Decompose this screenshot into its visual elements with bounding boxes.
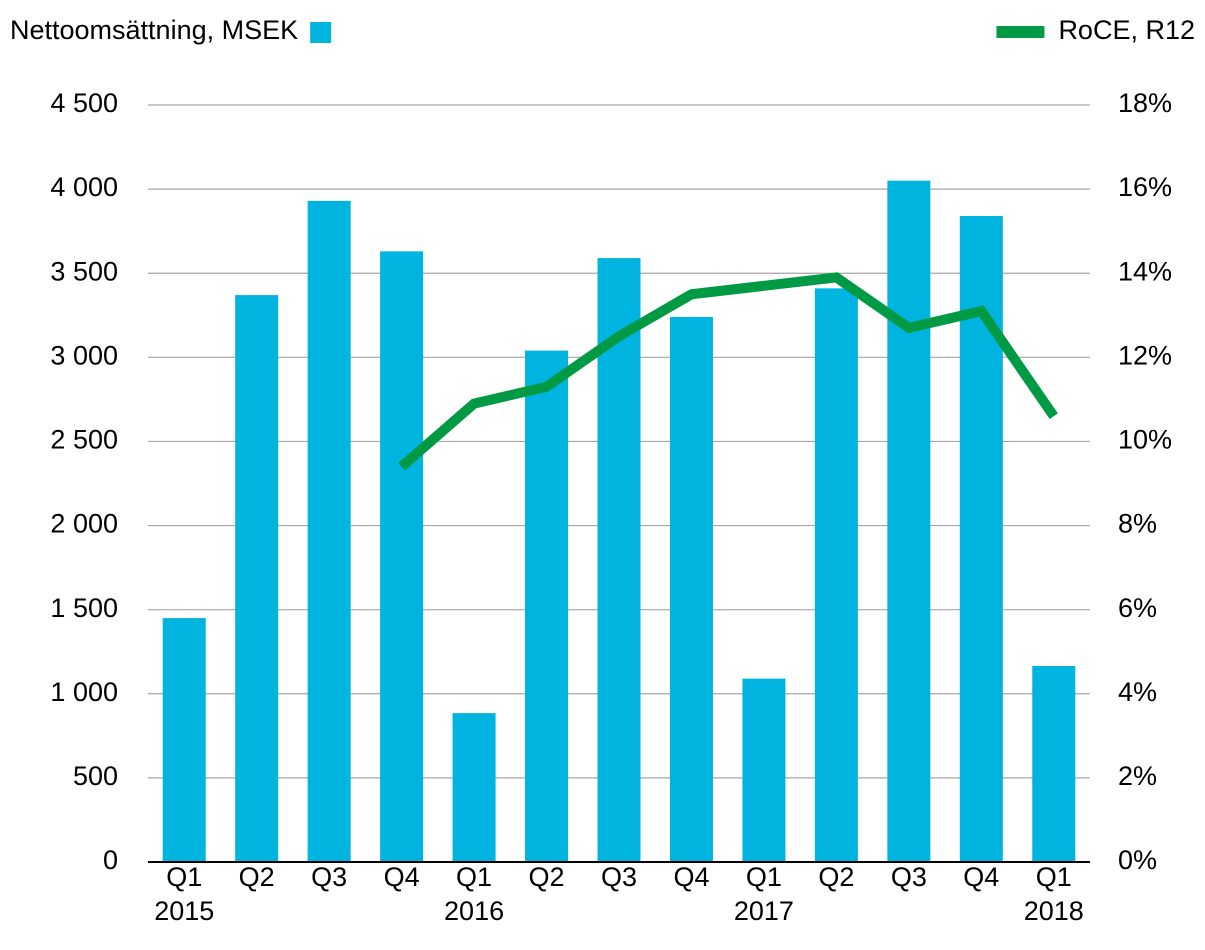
y2-tick-label: 8% — [1118, 509, 1157, 539]
x-tick-label: Q1 — [456, 862, 492, 892]
y-tick-label: 3 500 — [50, 256, 118, 286]
bar — [525, 350, 569, 862]
y2-tick-label: 10% — [1118, 425, 1172, 455]
y-tick-label: 4 500 — [50, 88, 118, 118]
y-tick-label: 3 000 — [50, 340, 118, 370]
bar — [380, 251, 424, 862]
y2-tick-label: 16% — [1118, 172, 1172, 202]
y-tick-label: 4 000 — [50, 172, 118, 202]
y2-tick-label: 18% — [1118, 88, 1172, 118]
x-tick-label: Q3 — [311, 862, 347, 892]
y2-tick-label: 12% — [1118, 340, 1172, 370]
x-year-label: 2016 — [444, 896, 504, 926]
bar — [1032, 666, 1076, 862]
legend-swatch — [996, 26, 1045, 38]
bar — [814, 288, 858, 863]
y-tick-label: 0 — [103, 845, 118, 875]
x-year-label: 2018 — [1024, 896, 1084, 926]
bar — [669, 316, 713, 863]
y-tick-label: 1 500 — [50, 593, 118, 623]
x-tick-label: Q4 — [384, 862, 420, 892]
bar — [887, 180, 931, 862]
bar — [597, 258, 641, 862]
x-tick-label: Q4 — [673, 862, 709, 892]
x-tick-label: Q1 — [166, 862, 202, 892]
legend-label: RoCE, R12 — [1058, 15, 1195, 45]
x-tick-label: Q1 — [746, 862, 782, 892]
y-tick-label: 500 — [73, 761, 118, 791]
x-tick-label: Q1 — [1036, 862, 1072, 892]
y-tick-label: 1 000 — [50, 677, 118, 707]
x-year-label: 2015 — [154, 896, 214, 926]
bar — [162, 618, 206, 862]
y-tick-label: 2 000 — [50, 509, 118, 539]
x-tick-label: Q3 — [891, 862, 927, 892]
x-year-label: 2017 — [734, 896, 794, 926]
y2-tick-label: 14% — [1118, 256, 1172, 286]
y2-tick-label: 2% — [1118, 761, 1157, 791]
y2-tick-label: 6% — [1118, 593, 1157, 623]
y2-tick-label: 4% — [1118, 677, 1157, 707]
x-tick-label: Q2 — [239, 862, 275, 892]
x-tick-label: Q2 — [818, 862, 854, 892]
bar — [235, 295, 279, 862]
bar — [742, 678, 786, 862]
bar — [307, 200, 351, 863]
y2-tick-label: 0% — [1118, 845, 1157, 875]
legend-swatch — [310, 22, 332, 43]
x-tick-label: Q3 — [601, 862, 637, 892]
y-tick-label: 2 500 — [50, 425, 118, 455]
legend-label: Nettoomsättning, MSEK — [10, 15, 298, 45]
line — [398, 272, 1058, 471]
bar — [452, 713, 496, 862]
x-tick-label: Q4 — [963, 862, 999, 892]
x-tick-label: Q2 — [529, 862, 565, 892]
